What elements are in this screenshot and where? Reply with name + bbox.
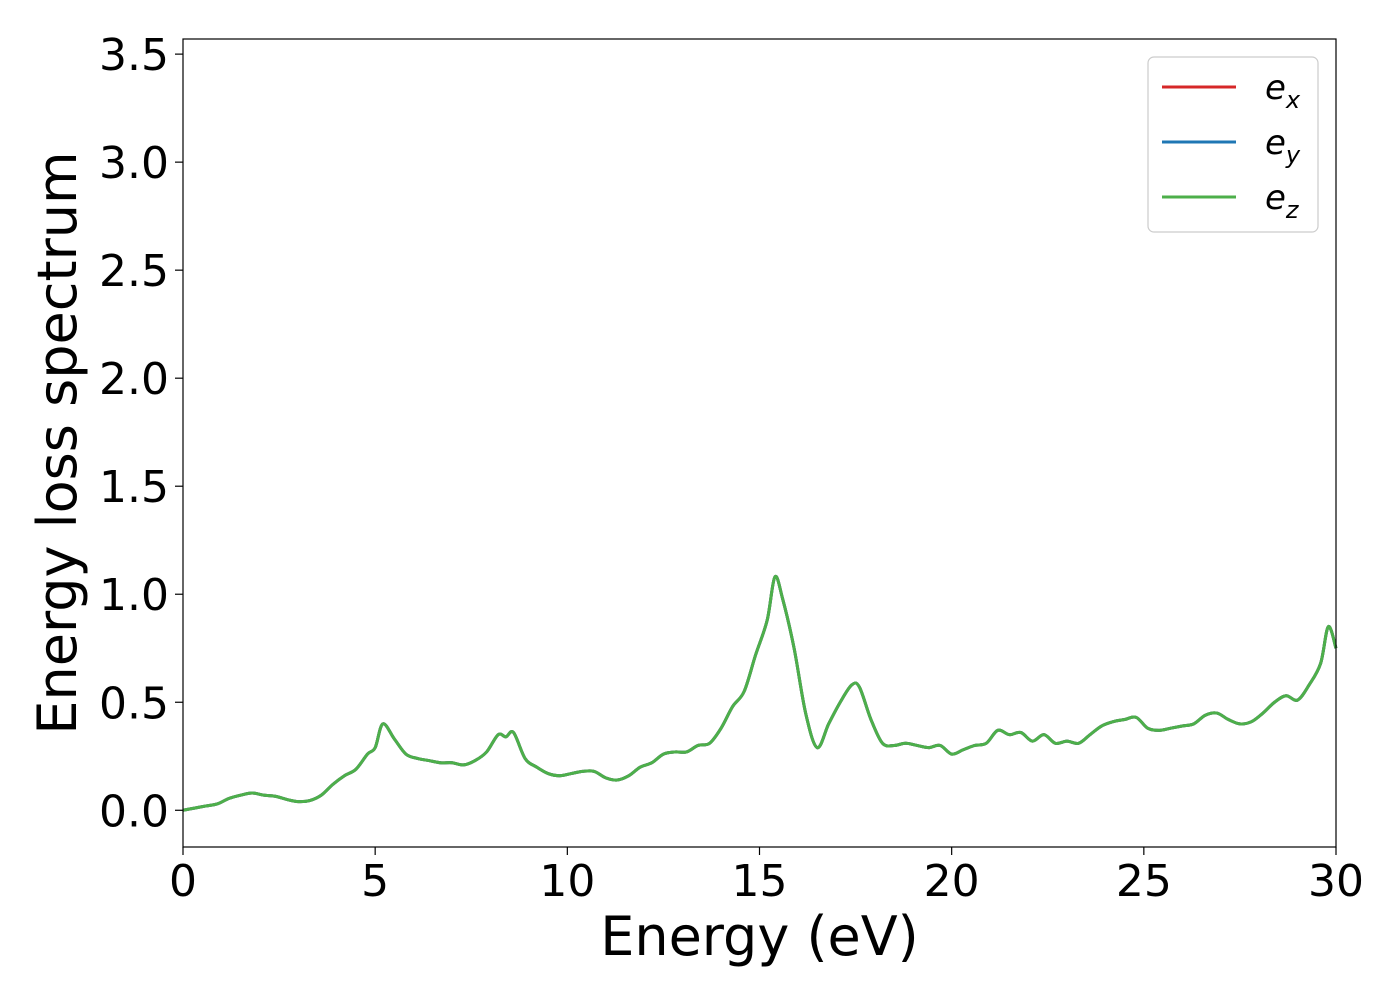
x-tick-label: 20 bbox=[924, 856, 980, 907]
x-tick-label: 30 bbox=[1308, 856, 1364, 907]
y-tick-label: 2.5 bbox=[99, 246, 169, 297]
x-tick-label: 15 bbox=[732, 856, 788, 907]
y-tick-label: 2.0 bbox=[99, 354, 169, 405]
legend-label-base: e bbox=[1265, 68, 1286, 108]
x-tick-label: 25 bbox=[1116, 856, 1172, 907]
legend-label-base: e bbox=[1265, 178, 1286, 218]
legend-label-subscript: z bbox=[1285, 196, 1300, 224]
y-axis-label: Energy loss spectrum bbox=[26, 151, 89, 734]
y-tick-label: 3.0 bbox=[99, 138, 169, 189]
legend-label-e_x: ex bbox=[1265, 68, 1301, 114]
y-tick-label: 1.0 bbox=[99, 570, 169, 621]
legend-box bbox=[1147, 56, 1319, 233]
legend-label-e_z: ez bbox=[1265, 178, 1300, 224]
x-axis-label: Energy (eV) bbox=[600, 905, 919, 968]
legend-label-subscript: y bbox=[1285, 141, 1301, 169]
legend-label-subscript: x bbox=[1285, 86, 1301, 114]
series-line-e_z bbox=[182, 574, 1338, 812]
y-axis-ticks: 0.0 0.5 1.0 1.5 2.0 2.5 3.0 3.5 bbox=[99, 30, 183, 837]
plot-area bbox=[183, 39, 1336, 847]
x-tick-label: 10 bbox=[539, 856, 595, 907]
x-axis-ticks: 0 5 10 15 20 25 30 bbox=[169, 847, 1364, 907]
legend-label-base: e bbox=[1265, 123, 1286, 163]
legend-label-e_y: ey bbox=[1265, 123, 1301, 169]
y-tick-label: 1.5 bbox=[99, 462, 169, 513]
y-tick-label: 0.0 bbox=[99, 786, 169, 837]
x-tick-label: 5 bbox=[361, 856, 389, 907]
y-tick-label: 3.5 bbox=[99, 30, 169, 81]
y-tick-label: 0.5 bbox=[99, 678, 169, 729]
series-layer bbox=[182, 574, 1338, 812]
x-tick-label: 0 bbox=[169, 856, 197, 907]
